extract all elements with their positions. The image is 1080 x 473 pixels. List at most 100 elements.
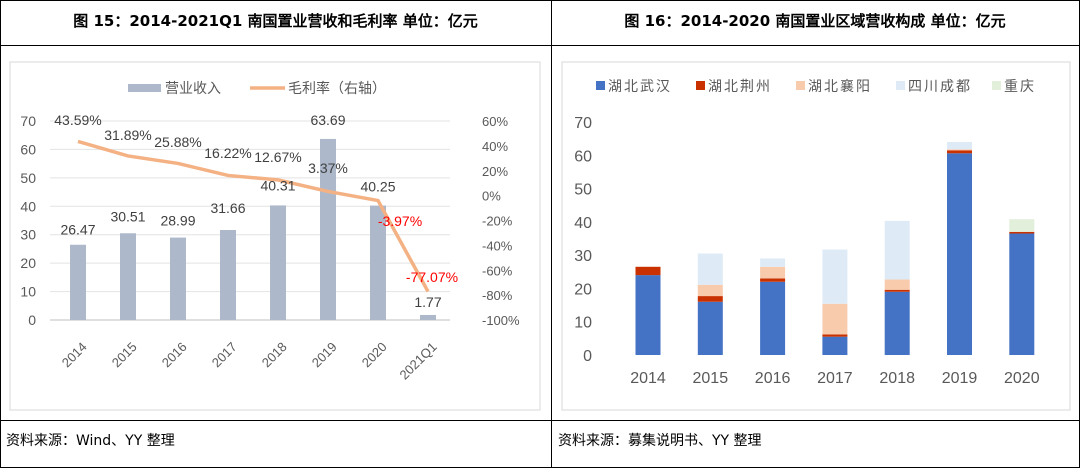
x-tick-label: 2018 [259, 339, 290, 370]
left-y-tick: 70 [20, 113, 36, 129]
x-tick-label: 2016 [755, 370, 791, 387]
margin-data-label: 31.89% [104, 127, 151, 143]
y-tick: 70 [574, 115, 592, 132]
divider [0, 0, 1, 468]
stacked-bar-segment [884, 289, 910, 292]
stacked-bar-segment [635, 275, 661, 355]
x-tick-label: 2019 [309, 339, 340, 370]
stacked-bar-segment [884, 279, 910, 290]
right-source-note: 资料来源：募集说明书、YY 整理 [558, 433, 762, 449]
divider [0, 45, 1080, 46]
stacked-bar-segment [822, 249, 848, 304]
divider [551, 0, 552, 468]
divider [0, 420, 1080, 421]
x-tick-label: 2014 [630, 370, 666, 387]
revenue-bar [120, 233, 136, 320]
left-y-tick: 40 [20, 198, 36, 214]
right-y-tick: 60% [482, 114, 508, 129]
x-tick-label: 2015 [109, 339, 140, 370]
left-y-tick: 20 [20, 255, 36, 271]
margin-data-label: 43.59% [54, 112, 101, 128]
x-tick-label: 2020 [359, 339, 390, 370]
right-plot-frame [561, 61, 1071, 411]
legend-label: 四川成都 [908, 78, 972, 94]
y-tick: 30 [574, 248, 592, 265]
stacked-bar-segment [1009, 231, 1035, 234]
margin-line [77, 139, 430, 293]
left-plot-frame [9, 61, 541, 411]
y-tick: 40 [574, 215, 592, 232]
right-chart-title: 图 16：2014-2020 南国置业区域营收构成 单位：亿元 [624, 12, 1006, 30]
margin-data-label: -3.97% [378, 213, 422, 229]
right-y-tick: 20% [482, 164, 508, 179]
x-tick-label: 2016 [159, 339, 190, 370]
stacked-bar-segment [760, 258, 786, 267]
revenue-bar [270, 205, 286, 320]
revenue-data-label: 26.47 [60, 222, 95, 238]
revenue-data-label: 31.66 [210, 200, 245, 216]
stacked-bar-segment [697, 296, 723, 302]
left-y-tick: 50 [20, 170, 36, 186]
y-tick: 20 [574, 281, 592, 298]
right-y-tick: 0% [482, 189, 501, 204]
y-tick: 0 [583, 348, 592, 365]
stacked-bar-segment [947, 150, 972, 154]
stacked-bar-segment [697, 253, 723, 285]
right-y-tick: -100% [482, 313, 520, 328]
stacked-bar-segment [760, 278, 786, 282]
y-tick: 50 [574, 182, 592, 199]
left-y-tick: 30 [20, 227, 36, 243]
revenue-data-label: 63.69 [310, 112, 345, 128]
right-y-tick: -40% [482, 238, 513, 253]
legend-swatch [696, 81, 705, 90]
right-y-tick: -60% [482, 263, 513, 278]
y-tick: 10 [574, 315, 592, 332]
x-tick-label: 2020 [1004, 370, 1040, 387]
stacked-bar-segment [884, 291, 910, 355]
legend-label: 重庆 [1004, 78, 1036, 94]
right-y-tick: -80% [482, 288, 513, 303]
revenue-bar [370, 205, 386, 320]
divider [0, 467, 1080, 468]
margin-data-label: 16.22% [204, 145, 251, 161]
stacked-bar-segment [947, 153, 972, 355]
legend-swatch [796, 81, 805, 90]
legend-swatch-revenue [128, 84, 161, 92]
legend-label-revenue: 营业收入 [165, 80, 221, 96]
left-chart-title: 图 15：2014-2021Q1 南国置业营收和毛利率 单位：亿元 [73, 12, 478, 30]
stacked-bar-segment [760, 281, 786, 355]
margin-data-label: 3.37% [308, 160, 348, 176]
x-tick-label: 2021Q1 [396, 339, 439, 382]
revenue-bar [220, 229, 236, 320]
stacked-bar-segment [1009, 233, 1035, 355]
revenue-bar [70, 244, 86, 320]
legend-label: 湖北襄阳 [808, 78, 872, 94]
revenue-data-label: 40.25 [360, 179, 395, 195]
revenue-bar [170, 237, 186, 320]
legend-label: 湖北荆州 [708, 78, 772, 94]
left-y-tick: 60 [20, 141, 36, 157]
stacked-bar-segment [822, 334, 848, 337]
stacked-bar-segment [635, 266, 661, 276]
revenue-data-label: 1.77 [414, 294, 441, 310]
stacked-bar-segment [947, 141, 972, 150]
margin-data-label: -77.07% [406, 269, 458, 285]
margin-data-label: 12.67% [254, 149, 301, 165]
x-tick-label: 2017 [209, 339, 240, 370]
x-tick-label: 2018 [879, 370, 915, 387]
revenue-bar [420, 314, 436, 320]
stacked-bar-segment [884, 220, 910, 280]
margin-data-label: 25.88% [154, 134, 201, 150]
revenue-bar [320, 138, 336, 320]
revenue-data-label: 40.31 [260, 177, 295, 193]
right-y-tick: -20% [482, 214, 513, 229]
stacked-bar-segment [697, 301, 723, 355]
x-tick-label: 2019 [942, 370, 978, 387]
stacked-bar-segment [697, 284, 723, 297]
stacked-bar-segment [1009, 219, 1035, 232]
legend-swatch [596, 81, 605, 90]
stacked-bar-segment [822, 336, 848, 355]
y-tick: 60 [574, 148, 592, 165]
